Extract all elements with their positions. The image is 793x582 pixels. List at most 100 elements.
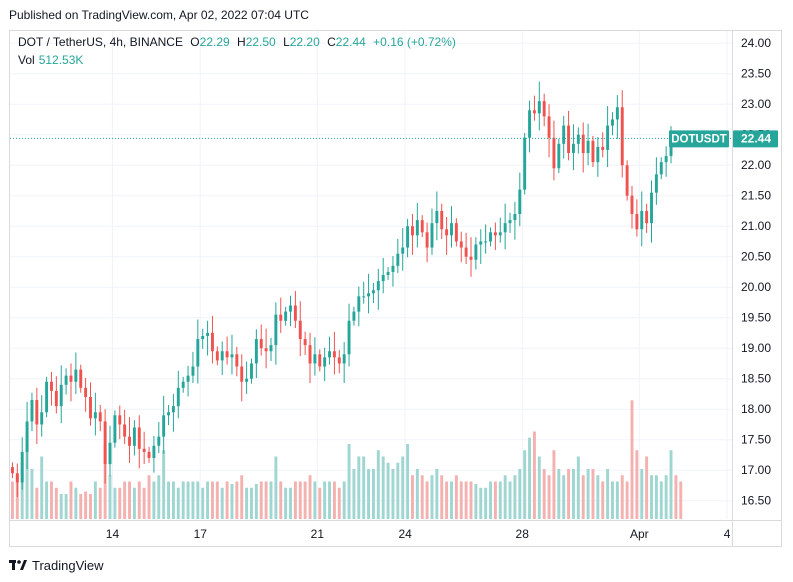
candle-body: [552, 137, 556, 169]
volume-bar: [196, 481, 200, 519]
candle-body: [376, 281, 380, 291]
candle-body: [425, 232, 429, 248]
candle-body: [215, 351, 219, 361]
low-label: L: [283, 35, 290, 49]
volume-bar: [74, 487, 78, 519]
volume-bar: [215, 481, 219, 519]
volume-bar: [528, 437, 532, 519]
candle-body: [176, 387, 180, 407]
volume-bar: [552, 450, 556, 519]
candle-body: [313, 354, 317, 364]
volume-bar: [328, 481, 331, 519]
volume-bar: [157, 475, 161, 519]
y-tick-label: 23.50: [741, 67, 771, 81]
candle-body: [225, 351, 229, 358]
volume-bar: [581, 475, 585, 519]
candle-body: [615, 107, 619, 120]
candle-body: [196, 339, 200, 367]
volume-bar: [571, 469, 575, 519]
volume-bar: [54, 487, 58, 519]
volume-bar: [440, 475, 444, 519]
y-tick-label: 20.50: [741, 250, 771, 264]
volume-bar: [450, 481, 453, 519]
candle-body: [103, 421, 107, 465]
candle-body: [210, 332, 214, 352]
candle-body: [596, 146, 600, 163]
volume-bar: [230, 484, 234, 519]
y-tick-label: 21.50: [741, 189, 771, 203]
y-tick-label: 18.50: [741, 372, 771, 386]
close-value: 22.44: [335, 35, 366, 49]
y-tick-label: 18.00: [741, 402, 771, 416]
volume-bar: [337, 487, 341, 519]
volume-bar: [376, 450, 380, 519]
candle-body: [664, 156, 668, 163]
volume-bar: [250, 487, 253, 519]
volume-bar: [640, 469, 644, 519]
volume-bar: [679, 481, 683, 519]
candle-body: [513, 214, 517, 221]
candle-body: [606, 125, 610, 150]
volume-bar: [186, 481, 190, 519]
candle-body: [54, 390, 58, 407]
chart-frame[interactable]: [9, 30, 782, 547]
candle-body: [84, 387, 88, 397]
candle-body: [259, 339, 263, 349]
candle-body: [74, 369, 78, 382]
candle-body: [611, 119, 614, 126]
volume-bar: [279, 481, 283, 519]
x-tick-label: 21: [311, 527, 325, 541]
candle-body: [264, 348, 268, 352]
volume-value: 512.53K: [38, 53, 84, 67]
candle-body: [503, 223, 507, 233]
volume-bar: [459, 481, 463, 519]
candle-body: [171, 406, 175, 413]
x-tick-label: 17: [194, 527, 208, 541]
candle-body: [435, 210, 439, 224]
volume-bar: [30, 469, 34, 519]
volume-bar: [371, 469, 375, 519]
candle-body: [659, 162, 663, 175]
candle-body: [284, 311, 288, 321]
top-bar: Published on TradingView.com, Apr 02, 20…: [0, 0, 793, 30]
volume-bar: [479, 487, 483, 519]
volume-bar: [15, 475, 19, 519]
candle-body: [118, 415, 122, 425]
x-tick-label: 4: [724, 527, 731, 541]
candle-body: [45, 381, 49, 413]
volume-bar: [508, 481, 512, 519]
y-tick-label: 17.00: [741, 463, 771, 477]
y-tick-label: 17.50: [741, 433, 771, 447]
candle-body: [108, 442, 112, 465]
candle-body: [571, 143, 575, 153]
candle-body: [547, 116, 551, 138]
volume-bar: [498, 481, 502, 519]
candle-body: [542, 101, 546, 117]
candle-body: [201, 336, 205, 340]
volume-bar: [308, 475, 312, 519]
candle-body: [352, 311, 356, 321]
volume-bar: [201, 487, 205, 519]
candle-body: [401, 247, 405, 254]
volume-bar: [210, 481, 214, 519]
candle-body: [98, 412, 102, 422]
candle-body: [35, 400, 39, 425]
candle-body: [430, 223, 434, 248]
candle-body: [235, 354, 239, 367]
candle-body: [240, 366, 244, 382]
x-tick-label: 28: [516, 527, 530, 541]
volume-bar: [547, 475, 551, 519]
candle-body: [479, 241, 483, 245]
volume-bar: [245, 487, 249, 519]
volume-bar: [415, 469, 419, 519]
y-tick-label: 22.00: [741, 158, 771, 172]
open-label: O: [190, 35, 200, 49]
volume-bar: [89, 494, 92, 519]
volume-bar: [532, 431, 536, 519]
candle-body: [381, 275, 385, 282]
volume-bar: [113, 487, 117, 519]
volume-bar: [586, 469, 590, 519]
x-tick-label: 14: [106, 527, 120, 541]
volume-bar: [464, 481, 468, 519]
